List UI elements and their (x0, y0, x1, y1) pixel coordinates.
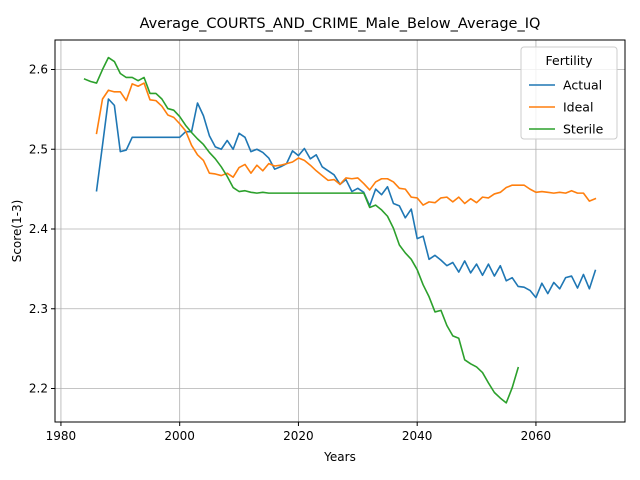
axis-ticks: 1980 2000 2020 2040 2060 2.2 2.3 2.4 2.5 2.6 (29, 63, 551, 443)
legend-box (520, 46, 618, 140)
series-line-actual (95, 98, 597, 299)
legend-entries: Actual Ideal Sterile (529, 78, 604, 137)
y-tick-label: 2.4 (29, 222, 48, 236)
y-tick-label: 2.3 (29, 302, 48, 316)
legend-title: Fertility (546, 53, 594, 68)
y-tick-label: 2.6 (29, 63, 48, 77)
data-series (83, 56, 597, 404)
y-axis-label: Score(1-3) (10, 200, 24, 263)
x-axis-label: Years (323, 450, 356, 464)
series-line-ideal (95, 82, 597, 206)
chart-title: Average_COURTS_AND_CRIME_Male_Below_Aver… (140, 16, 541, 32)
x-tick-label: 1980 (46, 429, 77, 443)
plot-area-frame (54, 39, 626, 423)
y-tick-label: 2.5 (29, 142, 48, 156)
x-tick-label: 2000 (164, 429, 195, 443)
x-tick-label: 2040 (402, 429, 433, 443)
legend-label-ideal: Ideal (563, 100, 593, 115)
x-tick-label: 2020 (283, 429, 314, 443)
series-line-sterile (83, 56, 520, 404)
x-tick-label: 2060 (521, 429, 552, 443)
legend-label-actual: Actual (563, 78, 602, 93)
legend-label-sterile: Sterile (563, 122, 604, 137)
y-tick-label: 2.2 (29, 382, 48, 396)
legend: Fertility Actual Ideal Sterile (520, 46, 618, 140)
